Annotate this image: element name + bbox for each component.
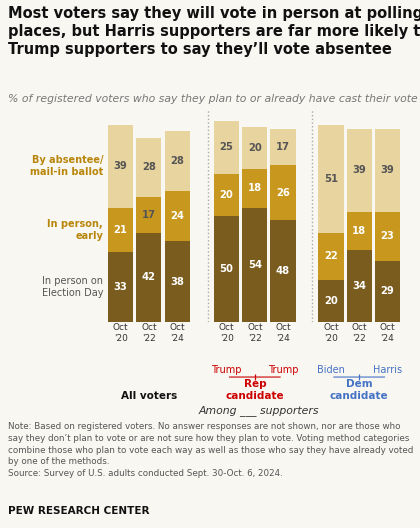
- Text: 39: 39: [381, 165, 394, 175]
- Text: By absentee/
mail-in ballot: By absentee/ mail-in ballot: [30, 155, 103, 177]
- Bar: [318, 280, 344, 322]
- Text: Oct
'24: Oct '24: [380, 323, 395, 343]
- Text: 51: 51: [324, 174, 338, 184]
- Text: 34: 34: [352, 281, 366, 291]
- Text: 23: 23: [381, 231, 394, 241]
- Bar: [375, 260, 400, 322]
- Text: Oct
'24: Oct '24: [169, 323, 185, 343]
- Text: Biden: Biden: [317, 365, 345, 375]
- Bar: [318, 125, 344, 233]
- Bar: [242, 208, 268, 322]
- Text: In person on
Election Day: In person on Election Day: [42, 276, 103, 298]
- Text: 17: 17: [142, 210, 156, 220]
- Bar: [214, 216, 239, 322]
- Text: Trump: Trump: [268, 365, 298, 375]
- Bar: [136, 197, 161, 233]
- Bar: [108, 208, 133, 252]
- Text: 42: 42: [142, 272, 156, 282]
- Text: Oct
'22: Oct '22: [247, 323, 262, 343]
- Bar: [136, 233, 161, 322]
- Bar: [375, 129, 400, 212]
- Bar: [318, 233, 344, 280]
- Text: 26: 26: [276, 187, 290, 197]
- Bar: [165, 191, 190, 241]
- Text: 24: 24: [170, 211, 184, 221]
- Bar: [346, 250, 372, 322]
- Text: Oct
'24: Oct '24: [275, 323, 291, 343]
- Text: % of registered voters who say they plan to or already have cast their vote ...: % of registered voters who say they plan…: [8, 94, 420, 104]
- Bar: [214, 174, 239, 216]
- Text: 25: 25: [220, 142, 234, 152]
- Text: 18: 18: [352, 226, 366, 236]
- Text: 50: 50: [220, 264, 234, 274]
- Text: Oct
'22: Oct '22: [352, 323, 367, 343]
- Text: 29: 29: [381, 286, 394, 296]
- Text: 54: 54: [248, 260, 262, 270]
- Text: 22: 22: [324, 251, 338, 261]
- Text: Oct
'20: Oct '20: [323, 323, 339, 343]
- Bar: [108, 252, 133, 322]
- Bar: [346, 212, 372, 250]
- Text: Oct
'20: Oct '20: [113, 323, 129, 343]
- Text: 28: 28: [142, 162, 156, 172]
- Text: 28: 28: [170, 156, 184, 166]
- Text: Harris: Harris: [373, 365, 402, 375]
- Bar: [242, 169, 268, 208]
- Text: 20: 20: [248, 143, 262, 153]
- Bar: [346, 129, 372, 212]
- Text: PEW RESEARCH CENTER: PEW RESEARCH CENTER: [8, 506, 150, 516]
- Text: Among ___ supporters: Among ___ supporters: [198, 406, 319, 417]
- Text: Rep
candidate: Rep candidate: [226, 379, 284, 401]
- Bar: [108, 125, 133, 208]
- Text: 20: 20: [220, 190, 234, 200]
- Text: 21: 21: [114, 225, 128, 235]
- Text: 17: 17: [276, 142, 290, 152]
- Text: Trump: Trump: [211, 365, 242, 375]
- Text: 48: 48: [276, 266, 290, 276]
- Text: Oct
'20: Oct '20: [219, 323, 234, 343]
- Bar: [214, 120, 239, 174]
- Text: In person,
early: In person, early: [47, 219, 103, 241]
- Bar: [375, 212, 400, 260]
- Bar: [270, 165, 296, 220]
- Text: Oct
'22: Oct '22: [141, 323, 157, 343]
- Bar: [242, 127, 268, 169]
- Text: 39: 39: [352, 165, 366, 175]
- Bar: [270, 129, 296, 165]
- Text: 20: 20: [324, 296, 338, 306]
- Text: 39: 39: [114, 161, 128, 171]
- Text: Most voters say they will vote in person at polling
places, but Harris supporter: Most voters say they will vote in person…: [8, 6, 420, 57]
- Bar: [165, 241, 190, 322]
- Text: 38: 38: [170, 277, 184, 287]
- Text: Dem
candidate: Dem candidate: [330, 379, 388, 401]
- Text: All voters: All voters: [121, 391, 177, 401]
- Bar: [165, 131, 190, 191]
- Bar: [270, 220, 296, 322]
- Text: Note: Based on registered voters. No answer responses are not shown, nor are tho: Note: Based on registered voters. No ans…: [8, 422, 413, 478]
- Text: 18: 18: [248, 183, 262, 193]
- Bar: [136, 138, 161, 197]
- Text: 33: 33: [114, 282, 128, 292]
